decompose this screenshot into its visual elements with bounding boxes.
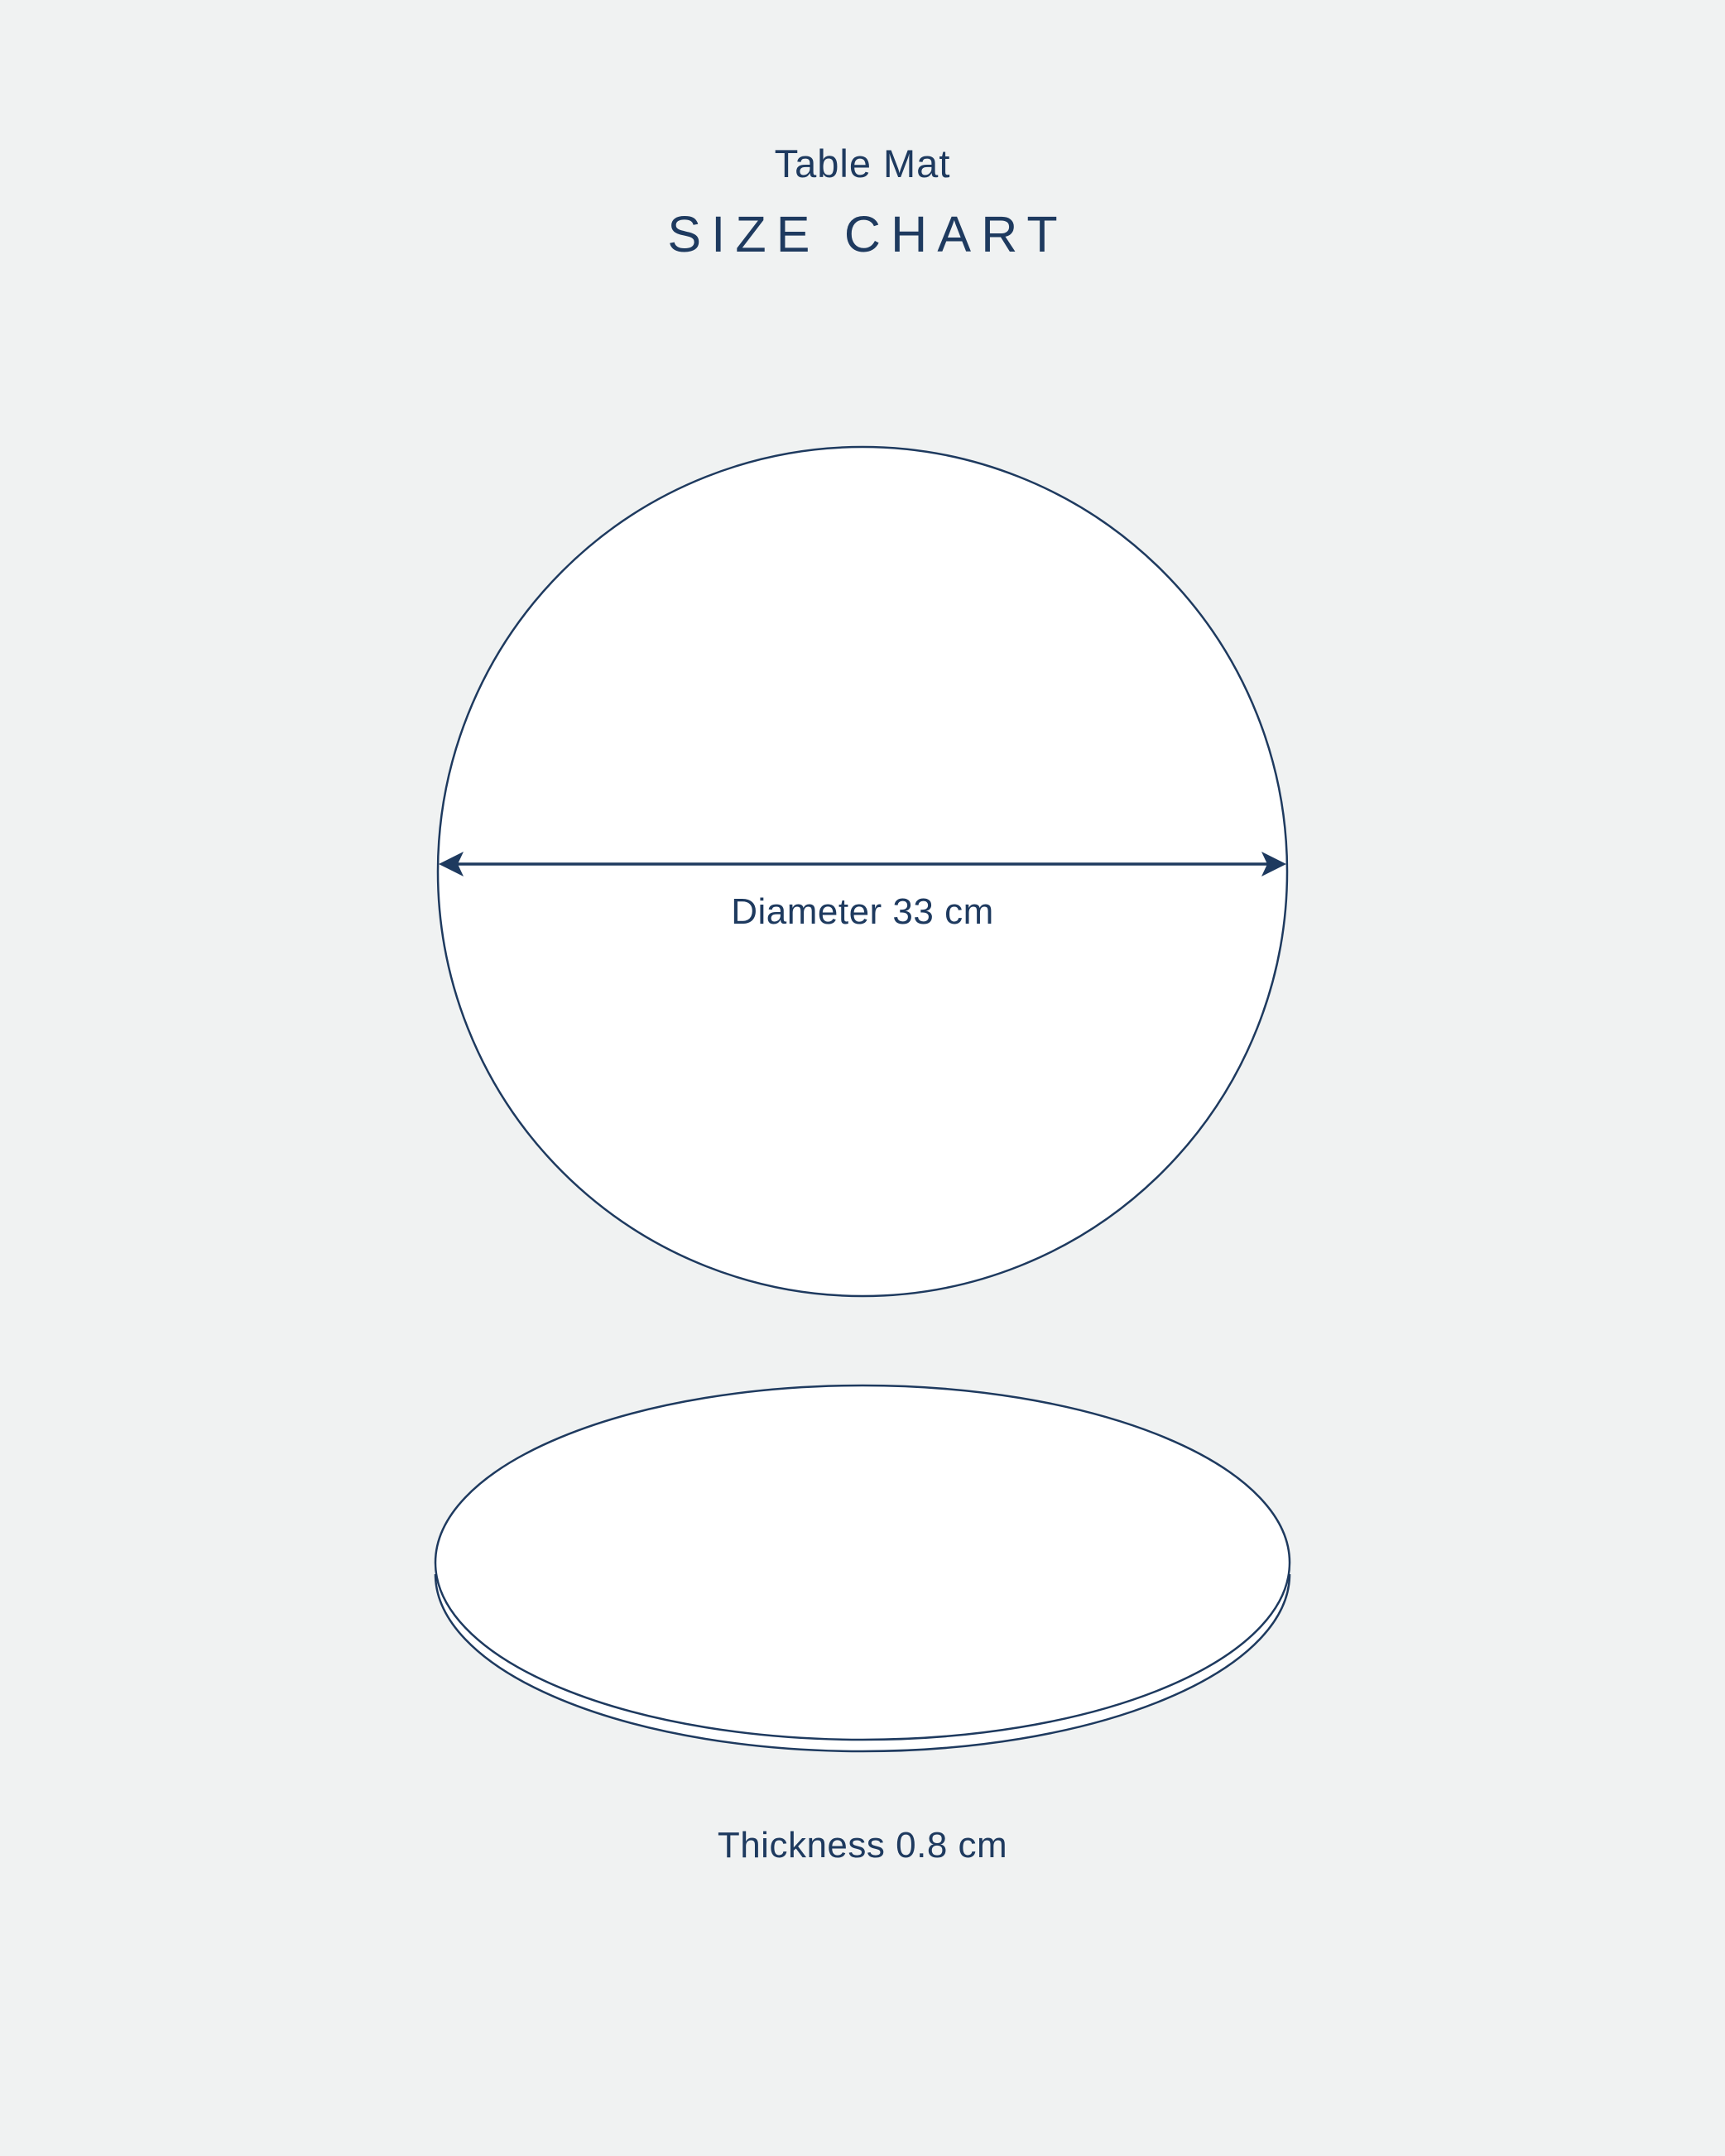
top-view-circle [436, 445, 1289, 1298]
thickness-label: Thickness 0.8 cm [717, 1825, 1008, 1865]
diameter-arrow-right-head-icon [1261, 852, 1286, 876]
diameter-arrow [439, 852, 1286, 876]
page-title: SIZE CHART [667, 206, 1068, 262]
side-view-bottom-edge [434, 1573, 1291, 1753]
side-view-top-surface [434, 1384, 1291, 1741]
diameter-arrow-left-head-icon [439, 852, 464, 876]
product-name: Table Mat [774, 142, 951, 185]
diameter-label: Diameter 33 cm [731, 891, 994, 932]
side-view-disc [434, 1384, 1291, 1753]
